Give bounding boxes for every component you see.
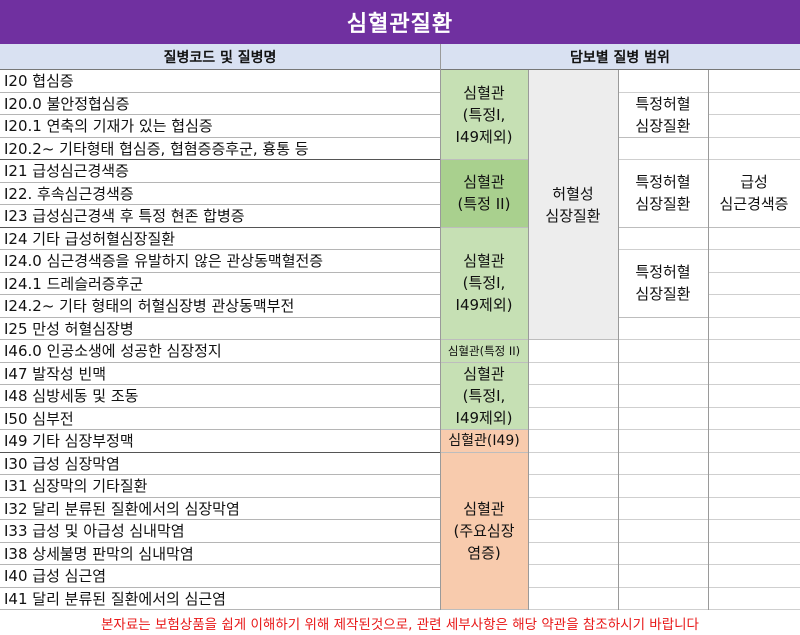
table-row: I49 기타 심장부정맥: [0, 430, 440, 453]
coverage-special-ischemic: 특정허혈 심장질환: [618, 93, 708, 138]
table-row: I33 급성 및 아급성 심내막염: [0, 520, 440, 543]
table-row: I21 급성심근경색증: [0, 160, 440, 183]
coverage-ischemic-heart: 허혈성 심장질환: [528, 70, 618, 340]
table-row: I46.0 인공소생에 성공한 심장정지: [0, 340, 440, 363]
coverage-cardio-i49: 심혈관(I49): [440, 430, 528, 453]
table-row: I50 심부전: [0, 408, 440, 430]
disclaimer-notice: 본자료는 보험상품을 쉽게 이해하기 위해 제작된것으로, 관련 세부사항은 해…: [101, 616, 699, 633]
table-row: I47 발작성 빈맥: [0, 363, 440, 385]
table-row: I20.2~ 기타형태 협심증, 협혐증증후군, 흉통 등: [0, 138, 440, 160]
table-row: I38 상세불명 판막의 심내막염: [0, 543, 440, 565]
table-row: I40 급성 심근염: [0, 565, 440, 588]
table-row: I24 기타 급성허혈심장질환: [0, 228, 440, 250]
coverage-acute-mi: 급성 심근경색증: [708, 160, 800, 228]
table-row: I23 급성심근경색 후 특정 현존 합병증: [0, 205, 440, 228]
table-row: I48 심방세동 및 조동: [0, 385, 440, 408]
coverage-special-ischemic: 특정허혈 심장질환: [618, 250, 708, 318]
coverage-cardio-special2: 심혈관(특정 II): [440, 160, 528, 228]
coverage-special-ischemic: 특정허혈 심장질환: [618, 160, 708, 228]
table-row: I25 만성 허혈심장병: [0, 318, 440, 340]
column-divider: [528, 70, 529, 610]
coverage-cardio-special1: 심혈관 (특정I, I49제외): [440, 362, 528, 430]
column-divider: [708, 70, 709, 610]
table-row: I32 달리 분류된 질환에서의 심장막염: [0, 498, 440, 520]
table-row: I24.1 드레슬러증후군: [0, 273, 440, 295]
table-row: I30 급성 심장막염: [0, 453, 440, 475]
header-coverage-range: 담보별 질병 범위: [440, 44, 800, 70]
page-title: 심혈관질환: [0, 0, 800, 44]
column-divider: [440, 44, 441, 610]
table-row: I24.0 심근경색증을 유발하지 않은 관상동맥혈전증: [0, 250, 440, 273]
table-row: I41 달리 분류된 질환에서의 심근염: [0, 588, 440, 610]
disease-table: I20 협심증 I20.0 불안정협심증 I20.1 연축의 기재가 있는 협심…: [0, 70, 800, 610]
table-row: I20.0 불안정협심증: [0, 93, 440, 115]
coverage-cardio-inflammation: 심혈관 (주요심장 염증): [440, 452, 528, 610]
table-row: I24.2~ 기타 형태의 허혈심장병 관상동맥부전: [0, 295, 440, 318]
table-row: I20.1 연축의 기재가 있는 협심증: [0, 115, 440, 138]
header-disease-code: 질병코드 및 질병명: [0, 44, 440, 70]
column-divider: [618, 70, 619, 610]
coverage-cardio-special1: 심혈관 (특정I, I49제외): [440, 70, 528, 160]
coverage-cardio-special2: 심혈관(특정 II): [440, 340, 528, 363]
table-row: I22. 후속심근경색증: [0, 183, 440, 205]
table-row: I20 협심증: [0, 70, 440, 93]
table-row: I31 심장막의 기타질환: [0, 475, 440, 498]
coverage-cardio-special1: 심혈관 (특정I, I49제외): [440, 227, 528, 340]
